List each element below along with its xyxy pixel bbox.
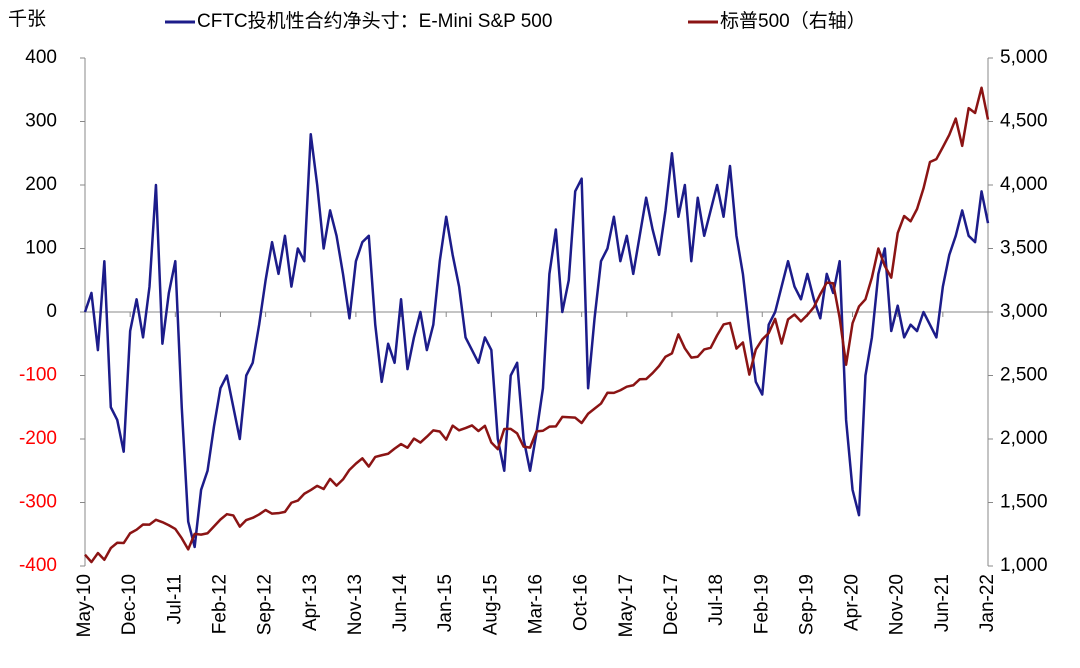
x-tick-label: Apr-13 xyxy=(300,574,321,631)
y-axis-label: 千张 xyxy=(8,8,46,30)
y2-tick-label: 5,000 xyxy=(1000,47,1048,68)
y2-tick-label: 3,500 xyxy=(1000,238,1048,259)
legend-label: CFTC投机性合约净头寸：E-Mini S&P 500 xyxy=(197,10,552,32)
y-tick-label: 100 xyxy=(25,238,57,259)
x-tick-label: Jan-22 xyxy=(977,574,998,632)
legend-label: 标普500（右轴） xyxy=(720,10,866,32)
x-tick-label: Mar-16 xyxy=(526,574,547,634)
y2-tick-label: 2,500 xyxy=(1000,365,1048,386)
y2-tick-label: 1,000 xyxy=(1000,555,1048,576)
x-tick-label: Nov-20 xyxy=(887,574,908,635)
series-line xyxy=(83,132,990,549)
x-tick-label: Jan-15 xyxy=(435,574,456,632)
series-line xyxy=(84,86,990,564)
x-tick-label: May-10 xyxy=(74,574,95,637)
x-tick-label: Dec-10 xyxy=(119,574,140,635)
y-tick-label: -100 xyxy=(19,365,57,386)
x-tick-label: Jun-21 xyxy=(932,574,953,632)
x-tick-label: Apr-20 xyxy=(842,574,863,631)
x-tick-label: Nov-13 xyxy=(345,574,366,635)
x-tick-label: Oct-16 xyxy=(571,574,592,631)
x-tick-label: Aug-15 xyxy=(480,574,501,635)
y-tick-label: 300 xyxy=(25,111,57,132)
y-tick-label: 200 xyxy=(25,174,57,195)
y2-tick-label: 2,000 xyxy=(1000,428,1048,449)
y-tick-label: -200 xyxy=(19,428,57,449)
x-tick-label: Sep-12 xyxy=(255,574,276,635)
x-tick-label: Jun-14 xyxy=(390,574,411,633)
y2-tick-label: 3,000 xyxy=(1000,301,1048,322)
x-tick-label: Jul-18 xyxy=(706,574,727,626)
y-tick-label: -400 xyxy=(19,555,57,576)
x-tick-label: May-17 xyxy=(616,574,637,637)
x-tick-label: Feb-19 xyxy=(751,574,772,634)
x-tick-label: Dec-17 xyxy=(661,574,682,635)
y2-tick-label: 1,500 xyxy=(1000,492,1048,513)
x-tick-label: Jul-11 xyxy=(164,574,185,624)
y-tick-label: 400 xyxy=(25,47,57,68)
y2-tick-label: 4,500 xyxy=(1000,111,1048,132)
x-tick-label: Sep-19 xyxy=(796,574,817,635)
y-tick-label: 0 xyxy=(46,301,57,322)
x-tick-label: Feb-12 xyxy=(209,574,230,634)
y-tick-label: -300 xyxy=(19,492,57,513)
y2-tick-label: 4,000 xyxy=(1000,174,1048,195)
